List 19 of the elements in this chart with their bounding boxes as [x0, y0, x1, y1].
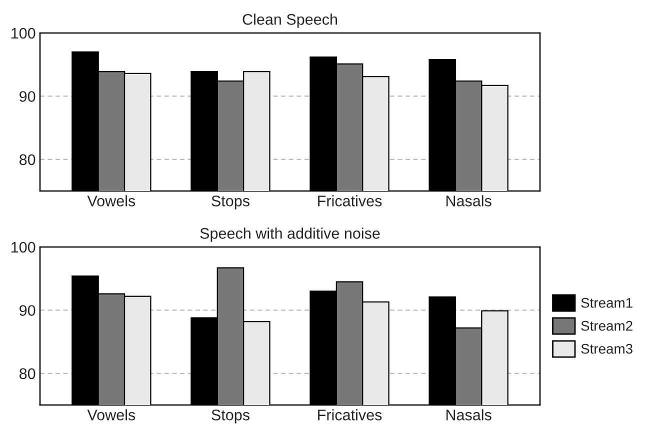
x-tick-label: Stops	[212, 196, 250, 210]
x-tick-label: Stops	[212, 410, 250, 424]
x-tick-label: Vowels	[87, 195, 136, 206]
legend-label: Stream1	[581, 298, 632, 308]
y-tick-label: 100	[12, 28, 36, 39]
x-tick-label: Fricatives	[318, 409, 382, 420]
y-tick-label: 100	[12, 242, 36, 253]
legend-label: Stream3	[581, 344, 632, 354]
y-tick-label: 90	[20, 91, 36, 102]
y-tick-label: 80	[20, 154, 36, 166]
legend-label: Stream2	[581, 320, 632, 331]
y-tick-label: 80	[20, 368, 36, 380]
chart-title: Speech with additive noise	[200, 228, 380, 242]
x-tick-label: Vowels	[87, 409, 136, 420]
chart-title: Clean Speech	[242, 14, 337, 28]
x-tick-label: Nasals	[446, 409, 492, 420]
x-tick-label: Fricatives	[318, 195, 382, 206]
y-tick-label: 90	[20, 305, 36, 316]
x-tick-label: Nasals	[446, 195, 492, 206]
